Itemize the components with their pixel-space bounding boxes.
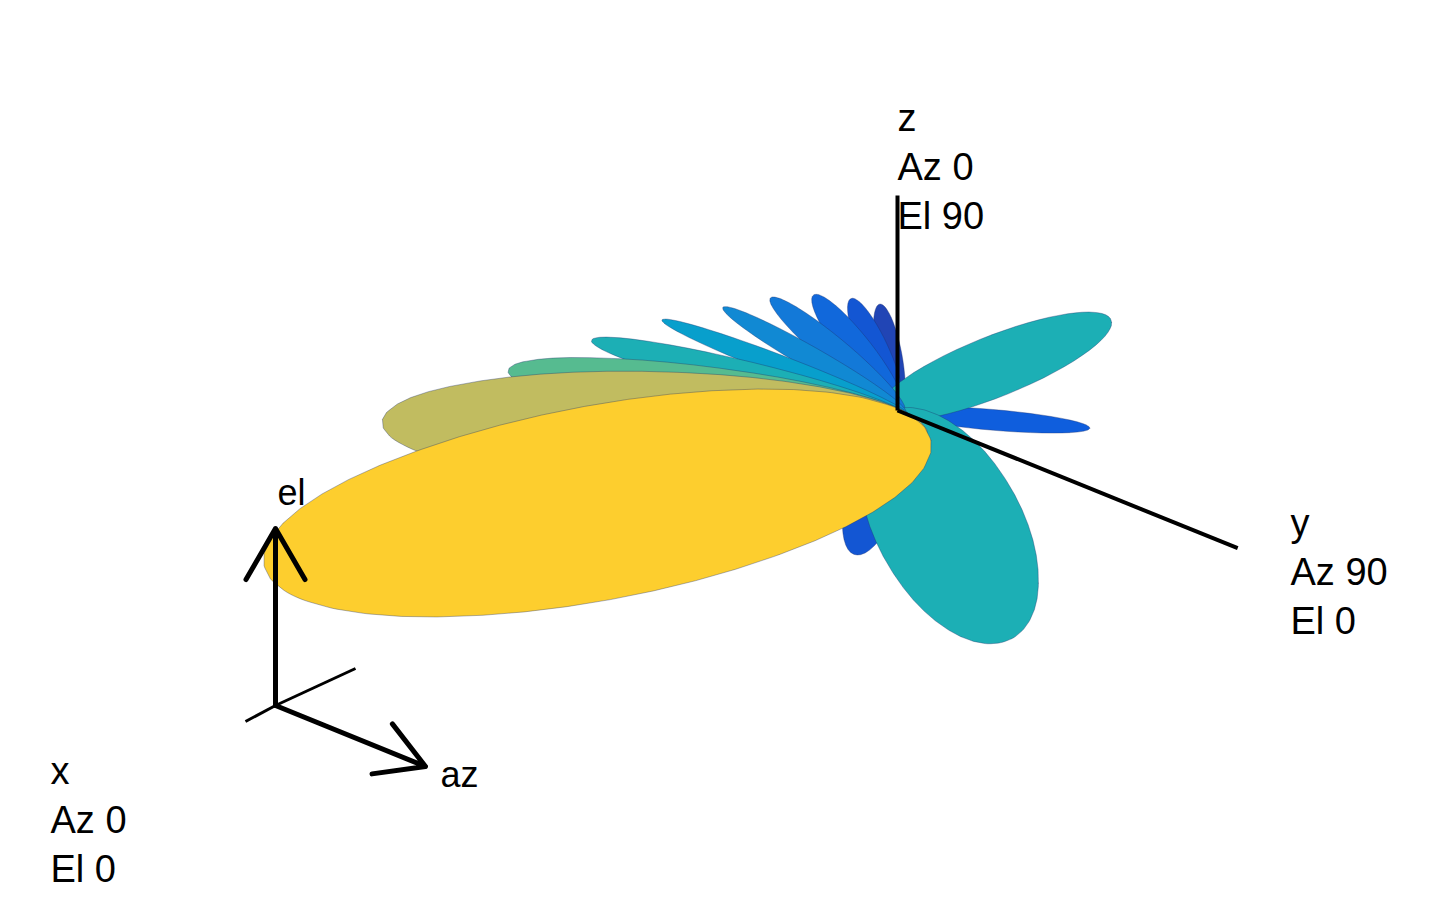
- svg-text:zAz 0El 90: zAz 0El 90: [898, 97, 985, 238]
- svg-text:xAz 0El 0: xAz 0El 0: [51, 750, 127, 891]
- svg-text:az: az: [441, 754, 479, 795]
- svg-text:yAz 90El 0: yAz 90El 0: [1291, 502, 1388, 643]
- svg-text:el: el: [278, 472, 306, 513]
